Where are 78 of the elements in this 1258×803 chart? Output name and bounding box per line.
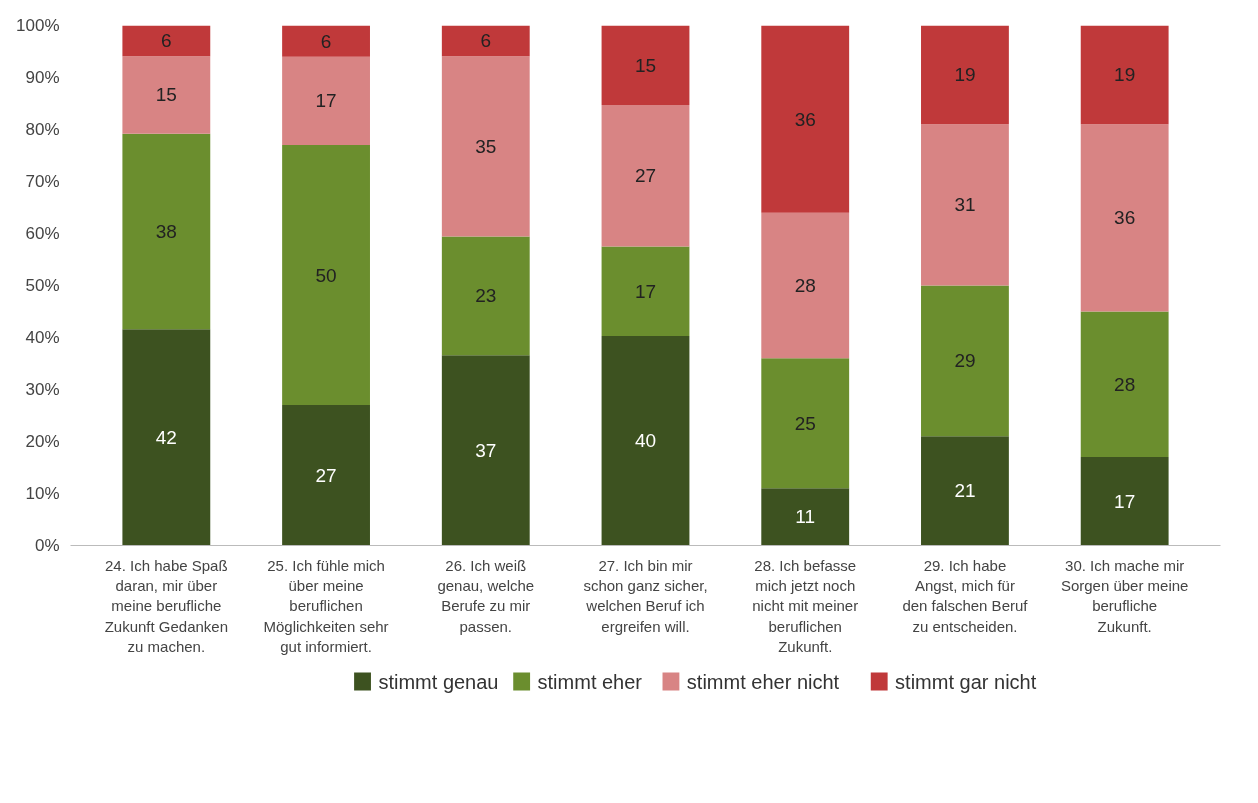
x-tick-label: 26. Ich weiß genau, welche Berufe zu mir passen. — [437, 556, 535, 635]
bar — [921, 25, 1009, 125]
legend-label: stimmt genau — [378, 670, 499, 693]
bar — [1080, 311, 1169, 458]
bar — [282, 25, 370, 57]
bar — [122, 56, 211, 134]
data-label: 37 — [475, 439, 497, 461]
data-label: 15 — [155, 84, 177, 106]
data-label: 6 — [161, 30, 172, 52]
bar — [761, 25, 850, 213]
bar — [921, 124, 1009, 286]
y-tick-label: 0% — [34, 536, 60, 555]
y-tick-label: 40% — [25, 328, 60, 347]
bar — [441, 355, 530, 546]
y-tick-label: 20% — [25, 432, 60, 451]
data-label: 36 — [794, 108, 816, 130]
data-label: 6 — [320, 30, 332, 52]
bar — [122, 25, 211, 57]
data-label: 17 — [315, 90, 337, 112]
bar — [1080, 25, 1169, 125]
bar — [441, 236, 530, 356]
bar — [761, 212, 850, 359]
data-label: 50 — [315, 264, 337, 286]
y-tick-label: 60% — [25, 224, 60, 243]
data-label: 27 — [634, 165, 657, 187]
data-label: 29 — [954, 350, 976, 372]
y-tick-label: 70% — [25, 172, 60, 191]
data-label: 31 — [954, 194, 976, 216]
data-label: 38 — [155, 220, 177, 242]
bar — [601, 246, 690, 336]
bar — [282, 405, 370, 546]
bar — [921, 285, 1009, 437]
data-label: 6 — [480, 30, 492, 52]
legend-label: stimmt eher nicht — [686, 670, 840, 693]
data-label: 19 — [954, 64, 976, 86]
bar — [601, 335, 690, 546]
y-tick-label: 100% — [16, 16, 60, 35]
legend-label: stimmt eher — [537, 670, 643, 693]
bar — [282, 145, 370, 406]
data-label: 36 — [1114, 207, 1136, 229]
y-tick-label: 50% — [25, 276, 60, 295]
x-tick-label: 30. Ich mache mir Sorgen über meine berufliche Zukunft. — [1060, 556, 1189, 635]
x-tick-label: 27. Ich bin mir schon ganz sicher, welchen Beruf ich ergreifen will. — [583, 556, 708, 635]
bar — [1080, 124, 1169, 312]
bar — [601, 25, 690, 106]
data-label: 23 — [475, 285, 497, 307]
bar — [122, 133, 211, 330]
data-label: 15 — [634, 54, 657, 76]
data-label: 35 — [475, 135, 497, 157]
data-label: 19 — [1114, 64, 1136, 86]
data-label: 42 — [155, 426, 177, 448]
data-label: 21 — [954, 480, 976, 502]
bar — [1080, 457, 1169, 546]
bar — [282, 56, 370, 146]
bar — [441, 56, 530, 237]
data-label: 11 — [795, 506, 816, 528]
data-label: 17 — [1114, 490, 1136, 512]
x-tick-label: 24. Ich habe Spaß daran, mir über meine berufliche Zukunft Gedanken zu machen. — [104, 556, 229, 656]
data-label: 40 — [634, 430, 657, 452]
bar — [122, 329, 211, 546]
data-label: 28 — [1114, 373, 1136, 395]
data-label: 28 — [794, 275, 816, 296]
y-tick-label: 10% — [25, 484, 60, 503]
data-label: 25 — [794, 412, 816, 434]
y-tick-label: 80% — [25, 120, 60, 139]
bar — [601, 105, 690, 247]
y-tick-label: 30% — [25, 380, 60, 399]
x-tick-label: 25. Ich fühle mich über meine beruflichen Möglichkeiten sehr gut informiert. — [263, 556, 389, 656]
bar — [761, 358, 850, 489]
legend-label: stimmt gar nicht — [895, 670, 1037, 693]
bar — [921, 436, 1009, 546]
data-label: 27 — [315, 464, 337, 486]
bar — [761, 488, 850, 546]
data-label: 17 — [634, 280, 657, 302]
x-tick-label: 28. Ich befasse mich jetzt noch nicht mit meiner beruflichen Zukunft. — [752, 556, 859, 656]
bar — [441, 25, 530, 57]
y-tick-label: 90% — [25, 68, 60, 87]
x-tick-label: 29. Ich habe Angst, mich für den falschen Beruf zu entscheiden. — [902, 556, 1029, 635]
